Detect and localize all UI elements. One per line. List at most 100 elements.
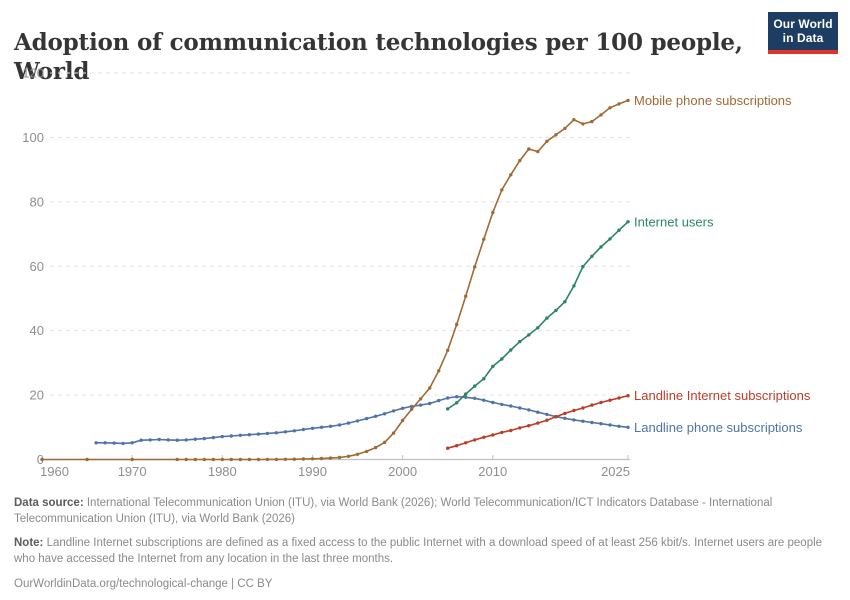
series-point-landline-phone-subscriptions (418, 403, 423, 407)
series-point-mobile-phone-subscriptions (283, 457, 288, 461)
series-point-landline-phone-subscriptions (184, 438, 188, 442)
series-point-mobile-phone-subscriptions (292, 457, 297, 461)
series-label-mobile-phone-subscriptions[interactable]: Mobile phone subscriptions (634, 93, 792, 108)
series-point-mobile-phone-subscriptions (581, 122, 585, 126)
series-point-mobile-phone-subscriptions (175, 457, 179, 462)
series-point-landline-phone-subscriptions (482, 398, 486, 402)
series-point-mobile-phone-subscriptions (220, 457, 224, 462)
series-label-landline-internet-subscriptions[interactable]: Landline Internet subscriptions (634, 388, 811, 403)
owid-logo[interactable]: Our World in Data (768, 12, 838, 54)
series-point-mobile-phone-subscriptions (626, 98, 630, 103)
series-point-mobile-phone-subscriptions (373, 445, 378, 450)
series-point-landline-phone-subscriptions (572, 418, 576, 422)
y-tick-label: 40 (30, 323, 44, 338)
series-point-internet-users (554, 308, 558, 313)
y-tick-label: 100 (22, 130, 44, 145)
series-point-landline-phone-subscriptions (473, 396, 477, 400)
series-point-internet-users (581, 264, 585, 269)
series-point-mobile-phone-subscriptions (409, 407, 414, 411)
series-point-internet-users (482, 377, 486, 381)
series-point-landline-phone-subscriptions (328, 424, 333, 428)
series-point-landline-internet-subscriptions (599, 400, 603, 405)
series-point-landline-phone-subscriptions (121, 441, 125, 446)
series-point-internet-users (473, 384, 477, 388)
series-point-mobile-phone-subscriptions (491, 210, 495, 215)
series-point-mobile-phone-subscriptions (500, 188, 504, 192)
series-point-mobile-phone-subscriptions (464, 294, 468, 298)
series-point-landline-phone-subscriptions (545, 412, 549, 417)
note-text: Landline Internet subscriptions are defi… (14, 537, 823, 565)
series-point-mobile-phone-subscriptions (202, 457, 206, 462)
series-point-mobile-phone-subscriptions (328, 456, 333, 460)
series-point-landline-phone-subscriptions (193, 437, 197, 441)
series-point-landline-phone-subscriptions (265, 431, 270, 436)
series-point-mobile-phone-subscriptions (355, 452, 360, 456)
owid-logo-line2: in Data (782, 31, 824, 46)
series-point-mobile-phone-subscriptions (247, 457, 252, 462)
series-point-internet-users (608, 237, 612, 241)
series-point-internet-users (545, 316, 549, 320)
series-point-landline-phone-subscriptions (310, 426, 315, 430)
series-point-landline-internet-subscriptions (446, 446, 450, 450)
series-label-landline-phone-subscriptions[interactable]: Landline phone subscriptions (634, 420, 803, 435)
series-point-landline-phone-subscriptions (509, 404, 513, 408)
y-tick-label: 120 (22, 66, 44, 81)
series-point-landline-phone-subscriptions (148, 438, 152, 442)
series-point-mobile-phone-subscriptions (599, 113, 603, 117)
series-point-landline-internet-subscriptions (563, 411, 567, 416)
series-point-landline-phone-subscriptions (518, 406, 522, 410)
series-point-internet-users (572, 284, 576, 288)
series-point-mobile-phone-subscriptions (193, 457, 197, 462)
series-point-mobile-phone-subscriptions (608, 106, 612, 110)
series-point-mobile-phone-subscriptions (184, 457, 188, 462)
series-point-landline-phone-subscriptions (590, 420, 594, 425)
series-point-mobile-phone-subscriptions (428, 386, 432, 390)
series-point-landline-phone-subscriptions (256, 432, 261, 436)
series-point-landline-phone-subscriptions (581, 419, 585, 423)
series-point-landline-phone-subscriptions (274, 431, 279, 435)
series-label-internet-users[interactable]: Internet users (634, 214, 714, 229)
series-point-mobile-phone-subscriptions (473, 265, 477, 269)
series-point-landline-phone-subscriptions (455, 395, 459, 399)
citation-link[interactable]: OurWorldinData.org/technological-change … (14, 578, 273, 590)
series-point-landline-phone-subscriptions (220, 434, 224, 439)
series-point-landline-phone-subscriptions (536, 410, 540, 414)
series-point-landline-phone-subscriptions (157, 437, 161, 442)
series-line-internet-users (447, 221, 629, 410)
series-point-landline-internet-subscriptions (617, 396, 621, 400)
series-point-landline-internet-subscriptions (500, 430, 504, 435)
series-point-internet-users (491, 364, 495, 369)
series-point-landline-phone-subscriptions (229, 434, 233, 438)
series-point-mobile-phone-subscriptions (382, 440, 387, 445)
series-point-mobile-phone-subscriptions (310, 457, 315, 461)
series-point-landline-internet-subscriptions (518, 426, 522, 430)
series-point-mobile-phone-subscriptions (337, 455, 342, 460)
series-point-mobile-phone-subscriptions (617, 102, 621, 106)
series-point-landline-phone-subscriptions (130, 441, 134, 445)
series-point-landline-phone-subscriptions (175, 438, 179, 442)
series-point-landline-phone-subscriptions (364, 416, 369, 421)
series-point-landline-phone-subscriptions (319, 425, 324, 429)
series-line-mobile-phone-subscriptions (42, 99, 629, 461)
series-point-landline-internet-subscriptions (554, 415, 558, 419)
series-point-internet-users (563, 300, 567, 304)
series-point-mobile-phone-subscriptions (509, 173, 513, 177)
series-point-landline-phone-subscriptions (617, 424, 621, 428)
series-point-mobile-phone-subscriptions (364, 449, 369, 454)
y-tick-label: 20 (30, 388, 44, 403)
series-point-landline-phone-subscriptions (437, 398, 441, 403)
data-source-label: Data source: (14, 497, 84, 509)
series-point-landline-phone-subscriptions (491, 400, 495, 405)
series-point-landline-phone-subscriptions (500, 402, 504, 407)
y-tick-label: 60 (30, 259, 44, 274)
series-point-landline-phone-subscriptions (599, 422, 603, 426)
chart-footer: Data source: International Telecommunica… (14, 495, 838, 592)
series-point-landline-internet-subscriptions (590, 403, 594, 407)
data-source-text: International Telecommunication Union (I… (14, 497, 773, 525)
series-point-landline-internet-subscriptions (581, 406, 585, 410)
series-point-mobile-phone-subscriptions (85, 457, 89, 462)
series-point-mobile-phone-subscriptions (446, 348, 450, 352)
x-tick-label: 2010 (478, 464, 507, 479)
x-tick-label: 2025 (601, 464, 630, 479)
